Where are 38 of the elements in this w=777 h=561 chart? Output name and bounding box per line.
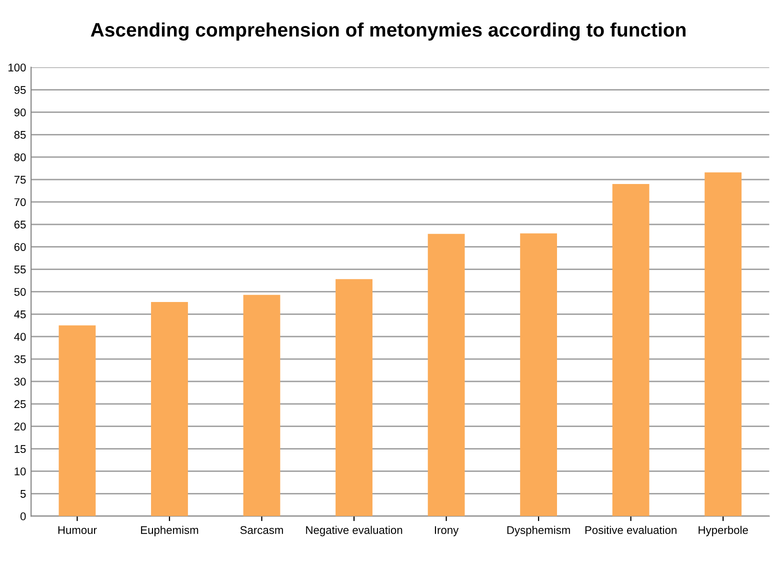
y-tick-label: 75 [14,176,26,184]
y-tick-label: 60 [14,243,26,251]
y-tick-label: 45 [14,310,26,318]
y-tick-label: 20 [14,422,26,430]
x-tick-label: Hyperbole [698,526,748,536]
x-tick-label: Positive evaluation [585,526,676,534]
y-tick-label: 50 [14,288,26,296]
y-tick-label: 35 [14,355,26,364]
y-tick-label: 0 [20,512,26,520]
y-tick-label: 85 [14,130,26,139]
y-tick-label: 25 [14,400,26,408]
x-tick-label: Sarcasm [240,526,283,534]
y-tick-label: 95 [14,86,26,94]
x-tick-label: Negative evaluation [306,526,402,536]
y-tick-label: 70 [14,198,26,206]
x-tick-label: Humour [58,526,97,534]
bar [151,302,188,516]
bar [612,184,650,516]
y-tick-label: 10 [14,468,26,476]
y-tick-label: 55 [14,266,26,274]
y-tick-label: 30 [14,378,26,386]
bar [58,325,96,516]
y-tick-label: 40 [14,332,26,341]
y-tick-label: 100 [8,64,26,72]
y-tick-label: 15 [14,445,26,453]
bar [243,294,280,516]
y-tick-label: 5 [20,490,26,498]
x-tick-label: Euphemism [141,526,198,536]
bar [428,234,465,516]
bar [704,172,742,516]
y-tick-label: 65 [14,220,26,229]
y-tick-label: 90 [14,108,26,116]
x-tick-label: Irony [434,526,459,536]
chart-title: Ascending comprehension of metonymies according to function [90,22,686,41]
bar [336,279,372,516]
x-tick-label: Dysphemism [507,526,570,536]
y-tick-label: 80 [14,153,26,162]
bar [520,233,558,516]
